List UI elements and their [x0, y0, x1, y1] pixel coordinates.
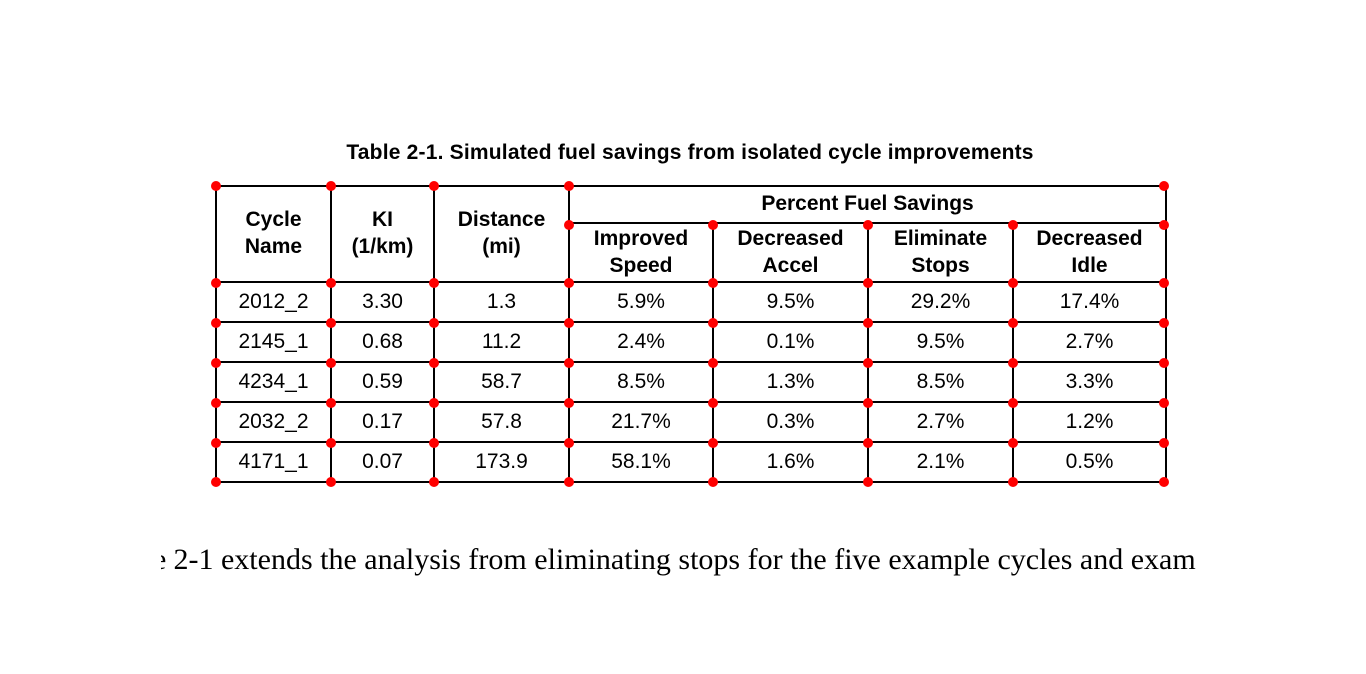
table-caption: Table 2-1. Simulated fuel savings from i… [346, 141, 1034, 164]
value-cell: 173.9 [433, 441, 570, 483]
value-cell: 0.68 [330, 321, 435, 363]
table-row: 2145_1 0.68 11.2 2.4% 0.1% 9.5% 2.7% [215, 321, 1168, 363]
value-cell: 57.8 [433, 401, 570, 443]
value-cell: 3.3% [1011, 361, 1168, 403]
table-body: 2012_2 3.30 1.3 5.9% 9.5% 29.2% 17.4% 2145_1 0.6… [215, 281, 1168, 483]
value-cell: 8.5% [568, 361, 714, 403]
sub-header-improved-speed: Improved Speed [568, 222, 714, 283]
value-cell: 2.7% [1011, 321, 1168, 363]
value-cell: 0.1% [712, 321, 869, 363]
cycle-name-cell: 2032_2 [215, 401, 332, 443]
value-cell: 58.7 [433, 361, 570, 403]
value-cell: 3.30 [330, 281, 435, 323]
cycle-name-cell: 4171_1 [215, 441, 332, 483]
value-cell: 17.4% [1011, 281, 1168, 323]
sub-header-eliminate-stops: Eliminate Stops [867, 222, 1014, 283]
value-cell: 9.5% [867, 321, 1014, 363]
value-cell: 1.2% [1011, 401, 1168, 443]
sub-header-decreased-accel: Decreased Accel [712, 222, 869, 283]
value-cell: 2.4% [568, 321, 714, 363]
value-cell: 8.5% [867, 361, 1014, 403]
fuel-savings-table: Cycle Name KI (1/km) Distance (mi) Perce… [215, 185, 1168, 483]
table-row: 2032_2 0.17 57.8 21.7% 0.3% 2.7% 1.2% [215, 401, 1168, 443]
table-row: 4234_1 0.59 58.7 8.5% 1.3% 8.5% 3.3% [215, 361, 1168, 403]
clipped-letter: e [161, 543, 166, 579]
table-row: 2012_2 3.30 1.3 5.9% 9.5% 29.2% 17.4% [215, 281, 1168, 323]
data-table-container: Cycle Name KI (1/km) Distance (mi) Perce… [211, 181, 1169, 487]
table-row: 4171_1 0.07 173.9 58.1% 1.6% 2.1% 0.5% [215, 441, 1168, 483]
value-cell: 21.7% [568, 401, 714, 443]
value-cell: 0.3% [712, 401, 869, 443]
value-cell: 1.6% [712, 441, 869, 483]
value-cell: 0.17 [330, 401, 435, 443]
value-cell: 2.7% [867, 401, 1014, 443]
value-cell: 2.1% [867, 441, 1014, 483]
cycle-name-cell: 2012_2 [215, 281, 332, 323]
value-cell: 0.59 [330, 361, 435, 403]
value-cell: 0.5% [1011, 441, 1168, 483]
value-cell: 9.5% [712, 281, 869, 323]
value-cell: 1.3% [712, 361, 869, 403]
col-header-cycle-name: Cycle Name [215, 185, 332, 283]
cycle-name-cell: 2145_1 [215, 321, 332, 363]
group-header-percent-fuel-savings: Percent Fuel Savings [567, 185, 1168, 224]
value-cell: 1.3 [433, 281, 570, 323]
value-cell: 5.9% [568, 281, 714, 323]
value-cell: 0.07 [330, 441, 435, 483]
sub-header-decreased-idle: Decreased Idle [1011, 222, 1168, 283]
body-text-line: e 2-1 extends the analysis from eliminat… [161, 543, 1196, 579]
body-text: 2-1 extends the analysis from eliminatin… [173, 543, 1196, 576]
col-header-distance: Distance (mi) [433, 185, 570, 283]
col-header-ki: KI (1/km) [330, 185, 435, 283]
cycle-name-cell: 4234_1 [215, 361, 332, 403]
value-cell: 29.2% [867, 281, 1014, 323]
value-cell: 11.2 [433, 321, 570, 363]
value-cell: 58.1% [568, 441, 714, 483]
